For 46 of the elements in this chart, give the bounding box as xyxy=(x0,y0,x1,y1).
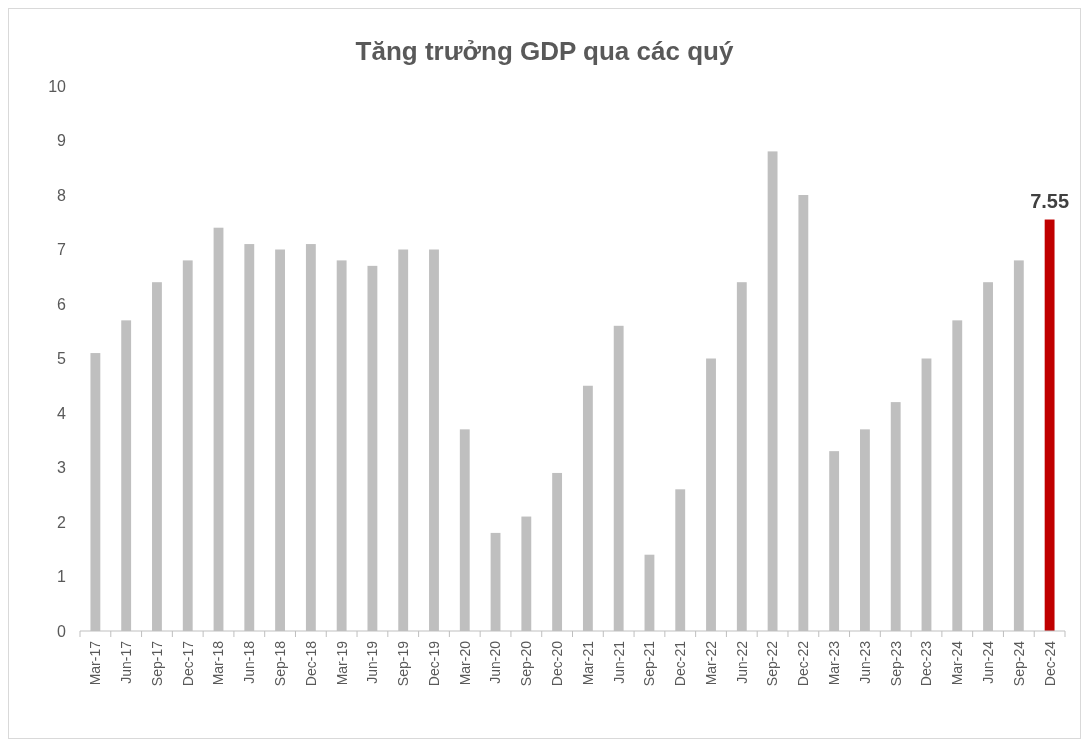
x-tick-label: Sep-20 xyxy=(518,640,535,687)
y-tick-label: 5 xyxy=(57,350,67,368)
y-tick-label: 4 xyxy=(57,404,67,422)
y-tick-label: 3 xyxy=(57,459,67,477)
x-tick-label: Mar-17 xyxy=(87,640,104,686)
data-label: 7.55 xyxy=(1030,189,1070,212)
x-tick-label: Dec-21 xyxy=(672,640,689,687)
x-tick-label: Sep-18 xyxy=(271,640,288,687)
x-tick-label: Sep-19 xyxy=(395,640,412,687)
y-tick-label: 9 xyxy=(57,132,67,150)
y-tick-label: 2 xyxy=(57,513,67,531)
x-tick-label: Jun-21 xyxy=(610,640,627,684)
y-tick-label: 10 xyxy=(48,77,67,95)
x-tick-label: Sep-23 xyxy=(887,640,904,687)
x-tick-label: Dec-17 xyxy=(179,640,196,687)
bar xyxy=(1044,219,1055,631)
x-tick-label: Jun-22 xyxy=(733,640,750,684)
x-tick-label: Jun-23 xyxy=(856,640,873,684)
x-tick-label: Sep-21 xyxy=(641,640,658,687)
x-tick-label: Mar-19 xyxy=(333,640,350,686)
x-tick-label: Mar-23 xyxy=(826,640,843,686)
x-tick-label: Mar-24 xyxy=(949,640,966,686)
x-tick-label: Mar-20 xyxy=(456,640,473,686)
x-tick-label: Dec-20 xyxy=(549,640,566,687)
x-tick-label: Sep-22 xyxy=(764,640,781,687)
x-tick-label: Jun-18 xyxy=(241,640,258,684)
x-tick-label: Dec-24 xyxy=(1041,640,1058,687)
x-tick-label: Jun-24 xyxy=(979,640,996,684)
x-tick-label: Jun-17 xyxy=(118,640,135,684)
y-tick-label: 7 xyxy=(57,241,67,259)
x-tick-label: Dec-18 xyxy=(302,640,319,687)
x-tick-label: Mar-22 xyxy=(702,640,719,686)
x-tick-label: Sep-17 xyxy=(148,640,165,687)
x-tick-label: Jun-19 xyxy=(364,640,381,684)
y-tick-label: 1 xyxy=(57,568,67,586)
x-tick-label: Dec-23 xyxy=(918,640,935,687)
x-tick-label: Dec-19 xyxy=(425,640,442,687)
x-tick-label: Jun-20 xyxy=(487,640,504,684)
x-tick-label: Sep-24 xyxy=(1010,640,1027,687)
x-tick-label: Mar-21 xyxy=(579,640,596,686)
x-tick-label: Mar-18 xyxy=(210,640,227,686)
y-tick-label: 0 xyxy=(57,622,67,640)
chart-title: Tăng trưởng GDP qua các quý xyxy=(355,36,734,66)
y-tick-label: 8 xyxy=(57,186,67,204)
y-tick-label: 6 xyxy=(57,295,67,313)
x-tick-label: Dec-22 xyxy=(795,640,812,687)
